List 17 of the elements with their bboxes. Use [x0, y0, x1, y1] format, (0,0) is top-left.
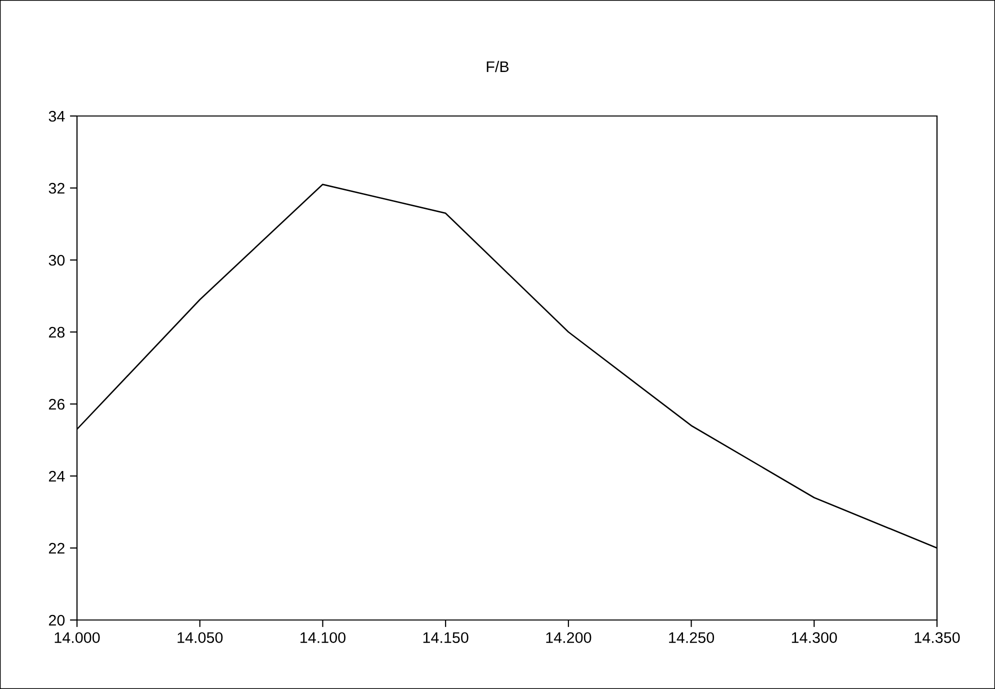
x-tick-label: 14.050	[178, 632, 223, 644]
y-tick-label: 34	[48, 110, 65, 122]
chart-title: F/B	[486, 60, 509, 72]
x-tick-label: 14.150	[423, 632, 468, 644]
y-tick-label: 24	[48, 470, 65, 482]
y-tick-label: 20	[48, 614, 65, 626]
y-tick-label: 26	[48, 398, 65, 410]
y-tick-label: 28	[48, 326, 65, 338]
x-tick-label: 14.250	[669, 632, 714, 644]
x-tick-label: 14.350	[914, 632, 960, 644]
x-tick-label: 14.100	[300, 632, 346, 644]
y-tick-label: 32	[48, 182, 64, 194]
x-tick-label: 14.300	[792, 632, 837, 644]
x-tick-label: 14.000	[54, 632, 100, 644]
x-tick-label: 14.200	[546, 632, 592, 644]
y-tick-label: 22	[48, 542, 64, 554]
y-tick-label: 30	[48, 254, 65, 266]
